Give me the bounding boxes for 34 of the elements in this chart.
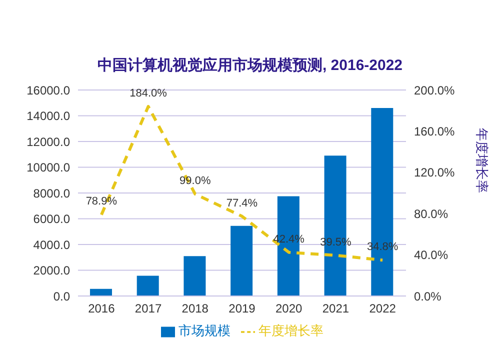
y-tick-label: 4000.0: [33, 238, 70, 252]
legend-label: 市场规模: [178, 323, 230, 338]
legend-label: 年度增长率: [258, 323, 324, 338]
y-tick-label: 6000.0: [33, 212, 70, 226]
y2-tick-label: 80.0%: [414, 206, 448, 221]
y-tick-label: 10000.0: [26, 160, 70, 175]
data-label: 77.4%: [226, 197, 258, 210]
x-tick-label: 2018: [182, 302, 209, 316]
bar: [184, 256, 206, 296]
y-tick-label: 0.0: [53, 289, 70, 304]
data-label: 78.9%: [86, 196, 118, 208]
y-tick-label: 16000.0: [26, 83, 70, 98]
y2-tick-label: 200.0%: [414, 83, 456, 98]
bar: [90, 288, 112, 296]
y-tick-label: 14000.0: [26, 109, 70, 124]
y-tick-label: 8000.0: [33, 186, 70, 200]
x-tick-label: 2022: [369, 302, 396, 316]
y-tick-label: 2000.0: [33, 264, 70, 278]
x-tick-label: 2019: [228, 302, 256, 316]
x-tick-label: 2016: [88, 302, 116, 316]
x-tick-label: 2017: [134, 302, 162, 316]
y2-tick-label: 160.0%: [414, 124, 456, 138]
x-tick-label: 2020: [276, 302, 303, 316]
bar: [136, 276, 159, 296]
chart-title: 中国计算机视觉应用市场规模预测, 2016-2022: [96, 56, 404, 76]
data-label: 184.0%: [130, 87, 168, 100]
bar: [230, 226, 253, 296]
y-tick-label: 12000.0: [26, 134, 70, 149]
x-tick-label: 2021: [322, 302, 350, 316]
data-label: 99.0%: [180, 175, 211, 188]
y2-axis-title: 年度增长率: [474, 128, 490, 193]
y2-tick-label: 40.0%: [414, 248, 448, 262]
y2-tick-label: 0.0%: [414, 289, 442, 304]
y2-tick-label: 120.0%: [414, 166, 456, 180]
